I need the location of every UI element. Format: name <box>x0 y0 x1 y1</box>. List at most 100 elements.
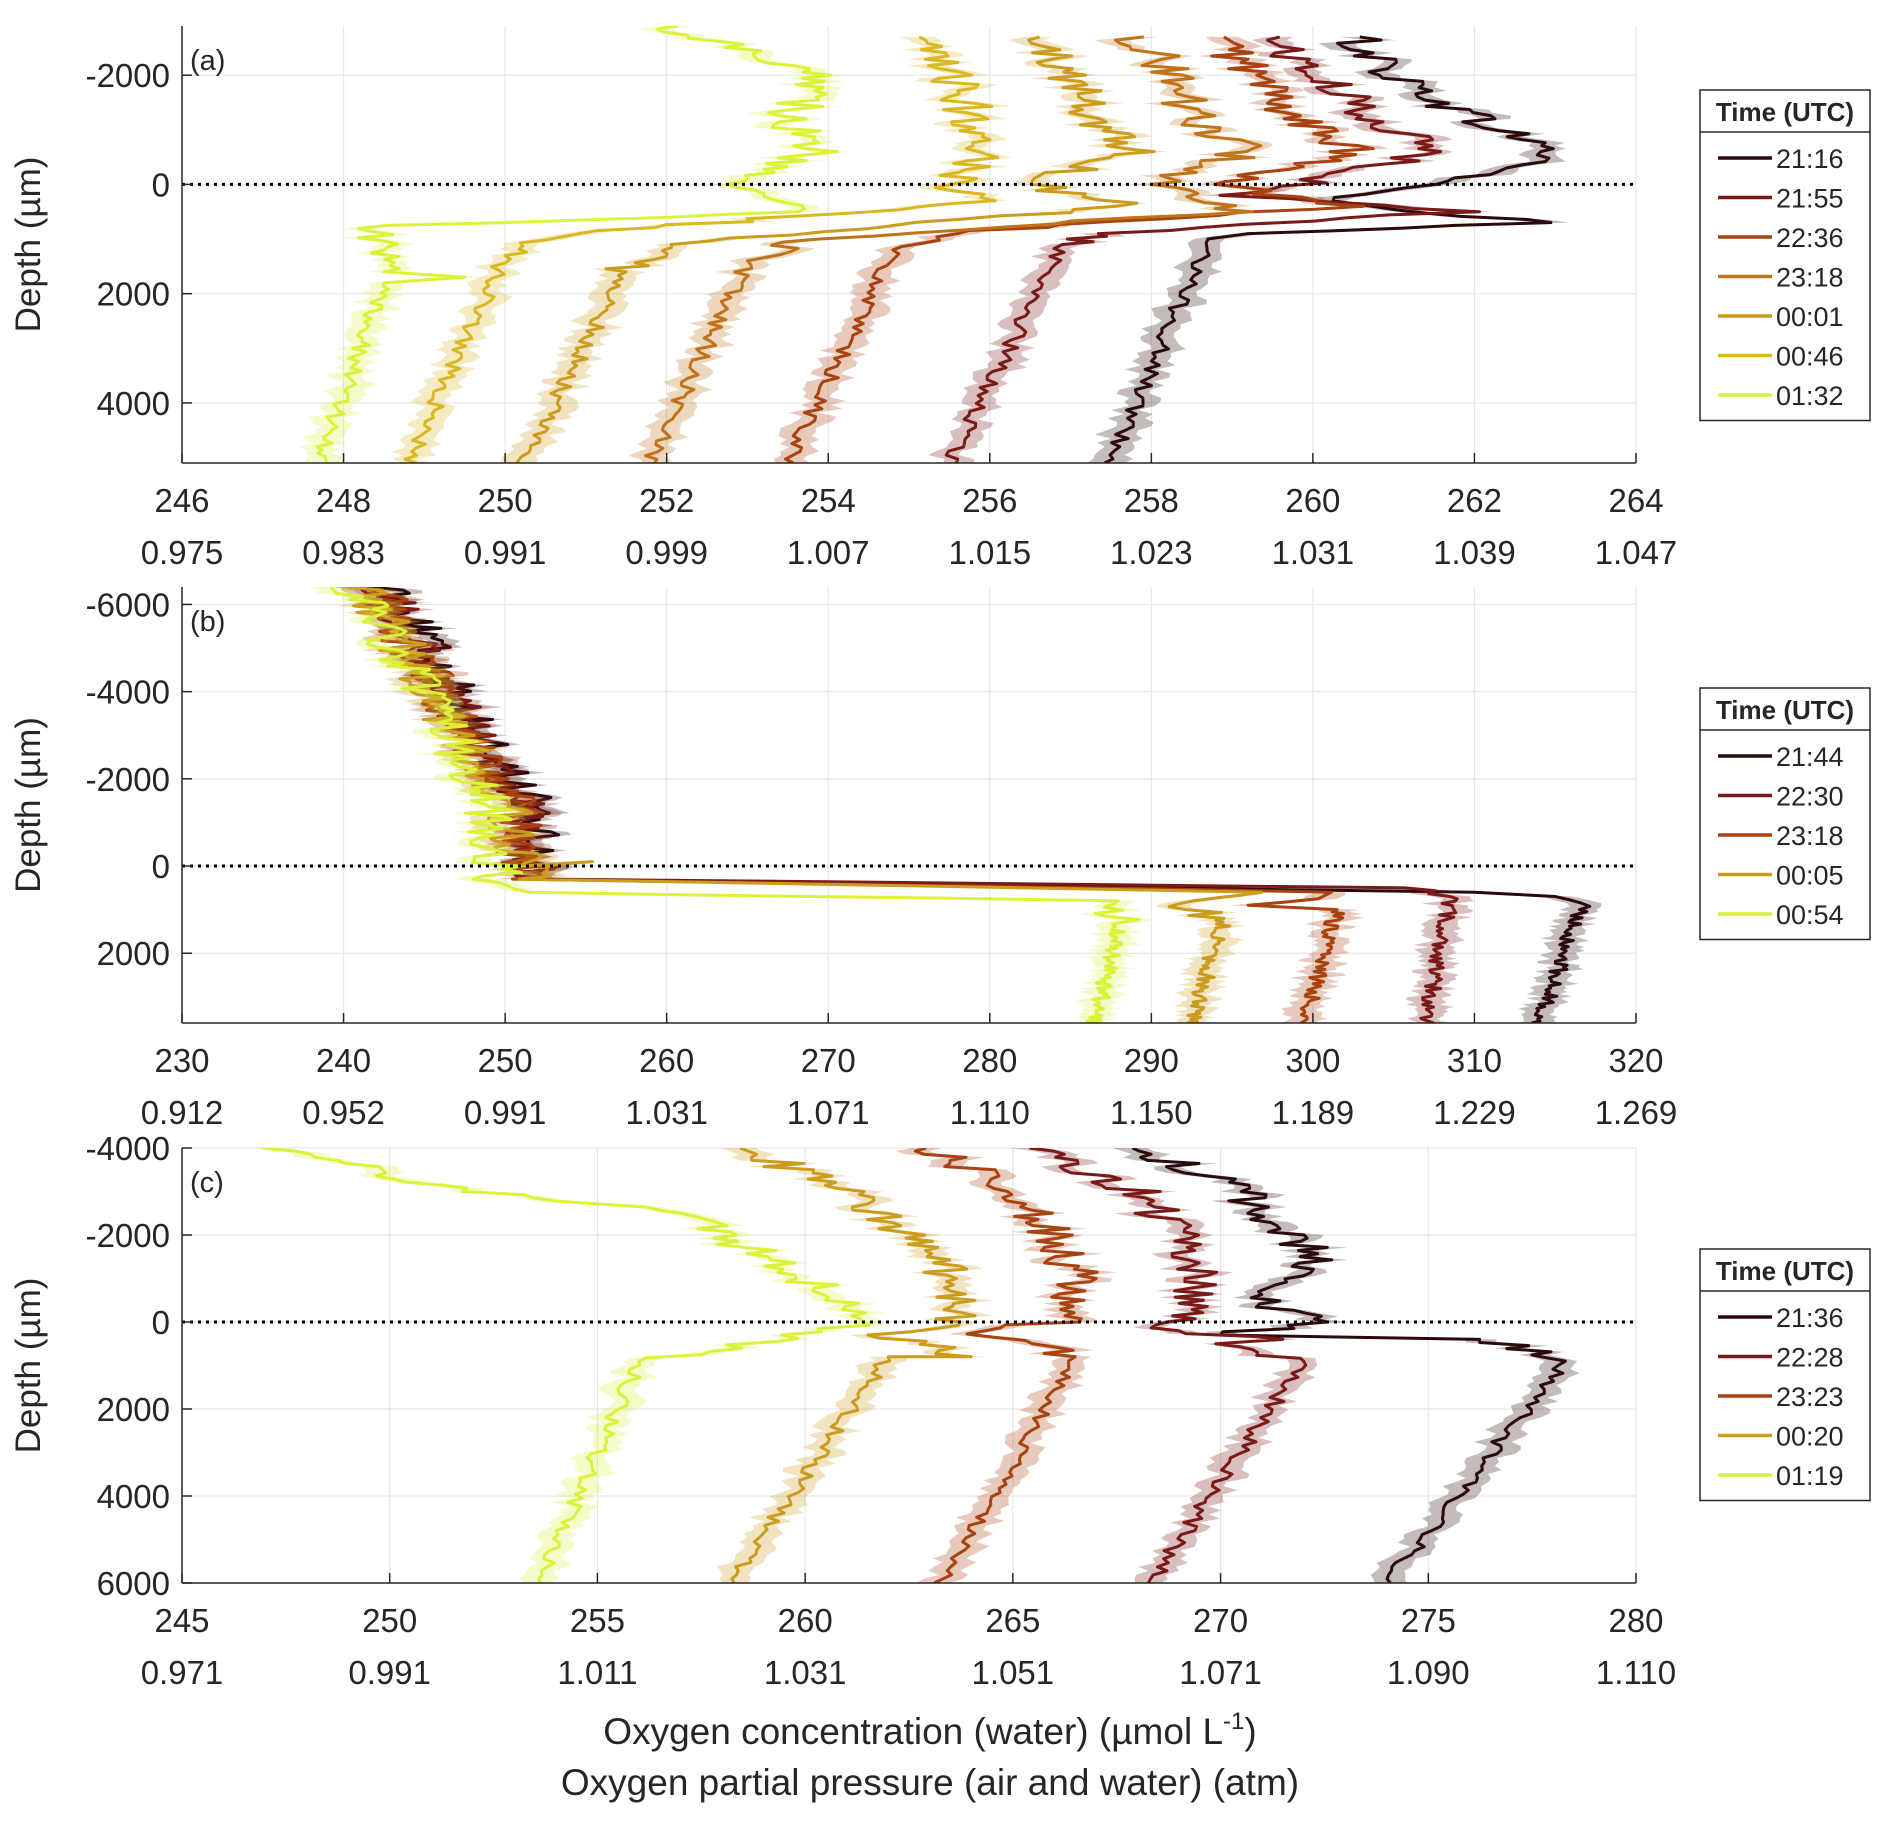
x-tick-label: 320 <box>1608 1042 1663 1079</box>
x-tick-label: 248 <box>316 482 371 519</box>
legend-entry: 21:55 <box>1776 184 1844 214</box>
x2-tick-label: 1.007 <box>787 534 870 571</box>
panel-a-y-label: Depth (µm) <box>9 157 48 333</box>
x2-tick-label: 1.110 <box>1596 1654 1676 1691</box>
x-tick-label: 240 <box>316 1042 371 1079</box>
panel-a-x-ticks: 246 0.975 248 0.983 250 0.991 252 0.999 254 1.007… <box>141 453 1678 571</box>
x-tick-label: 270 <box>801 1042 856 1079</box>
panel-label-b: (b) <box>190 606 225 638</box>
y-tick-label: 2000 <box>97 935 170 972</box>
x-tick-label: 256 <box>962 482 1017 519</box>
y-tick-label: -4000 <box>86 674 170 711</box>
series-band-23:23 <box>895 1148 1117 1583</box>
x-label-concentration: Oxygen concentration (water) (µmol L-1) <box>603 1708 1256 1752</box>
series-line-21:16 <box>1103 35 1555 463</box>
panel-label-a: (a) <box>190 45 225 77</box>
y-tick-label: 4000 <box>97 385 170 422</box>
legend-entry: 00:01 <box>1776 302 1844 332</box>
panel-c-plot <box>250 1148 1580 1583</box>
x2-tick-label: 0.991 <box>464 1094 547 1131</box>
x-tick-label: 275 <box>1401 1602 1456 1639</box>
y-tick-label: -6000 <box>86 586 170 623</box>
x2-tick-label: 1.031 <box>1272 534 1355 571</box>
x2-tick-label: 0.971 <box>141 1654 224 1691</box>
legend-title: Time (UTC) <box>1716 1256 1854 1286</box>
x2-tick-label: 1.071 <box>1179 1654 1262 1691</box>
x-tick-label: 255 <box>570 1602 625 1639</box>
panel-c-legend: Time (UTC) 21:36 22:28 23:23 00:20 01:19 <box>1699 1248 1871 1502</box>
y-tick-label: 6000 <box>97 1565 170 1602</box>
panel-a: 246 0.975 248 0.983 250 0.991 252 0.999 254 1.007… <box>9 26 1871 571</box>
series-line-00:20 <box>730 1148 977 1583</box>
x-tick-label: 260 <box>639 1042 694 1079</box>
x-tick-label: 250 <box>478 1042 533 1079</box>
panel-a-plot <box>298 26 1570 463</box>
x-tick-label: 250 <box>478 482 533 519</box>
y-tick-label: 2000 <box>97 1391 170 1428</box>
legend-entry: 22:28 <box>1776 1343 1844 1373</box>
y-tick-label: -2000 <box>86 57 170 94</box>
x-tick-label: 260 <box>1285 482 1340 519</box>
x-tick-label: 260 <box>778 1602 833 1639</box>
series-line-00:01 <box>515 35 1156 463</box>
legend-title: Time (UTC) <box>1716 97 1854 127</box>
panel-b: 230 0.912 240 0.952 250 0.991 260 1.031 270 1.071… <box>9 586 1871 1131</box>
series-line-23:18 <box>352 587 1346 1023</box>
x2-tick-label: 0.991 <box>464 534 547 571</box>
x-tick-label: 290 <box>1124 1042 1179 1079</box>
series-band-22:28 <box>1009 1148 1318 1583</box>
x2-tick-label: 1.023 <box>1110 534 1193 571</box>
series-band-01:19 <box>250 1148 890 1583</box>
panel-c: 245 0.971 250 0.991 255 1.011 260 1.031 265 1.051… <box>9 1130 1871 1691</box>
x2-tick-label: 1.015 <box>948 534 1031 571</box>
series-band-01:32 <box>298 26 852 463</box>
x-label-concentration-text: Oxygen concentration (water) (µmol L <box>603 1711 1223 1752</box>
panel-c-y-label: Depth (µm) <box>9 1278 48 1454</box>
panel-c-x-ticks: 245 0.971 250 0.991 255 1.011 260 1.031 265 1.051… <box>141 1573 1676 1691</box>
x-tick-label: 280 <box>1608 1602 1663 1639</box>
x2-tick-label: 0.975 <box>141 534 224 571</box>
y-tick-label: 4000 <box>97 1478 170 1515</box>
x-tick-label: 230 <box>154 1042 209 1079</box>
legend-entry: 22:30 <box>1776 782 1844 812</box>
x-label-concentration-sup: -1 <box>1223 1708 1244 1735</box>
legend-entry: 00:54 <box>1776 900 1844 930</box>
series-line-22:36 <box>783 35 1375 463</box>
x-tick-label: 258 <box>1124 482 1179 519</box>
series-band-21:36 <box>1111 1148 1580 1583</box>
series-line-00:54 <box>328 587 1141 1023</box>
panel-a-legend: Time (UTC) 21:16 21:55 22:36 23:18 00:01 00:46… <box>1699 89 1871 422</box>
x2-tick-label: 1.031 <box>625 1094 708 1131</box>
legend-entry: 21:16 <box>1776 144 1844 174</box>
series-line-21:55 <box>944 35 1482 463</box>
series-line-01:32 <box>315 26 839 463</box>
panel-b-x-ticks: 230 0.912 240 0.952 250 0.991 260 1.031 270 1.071… <box>141 1013 1677 1131</box>
x2-tick-label: 1.051 <box>972 1654 1055 1691</box>
x-tick-label: 300 <box>1285 1042 1340 1079</box>
x-tick-label: 254 <box>801 482 856 519</box>
panel-b-y-label: Depth (µm) <box>9 717 48 893</box>
series-line-22:28 <box>1029 1148 1308 1583</box>
series-band-00:20 <box>716 1148 995 1583</box>
series-line-23:23 <box>913 1148 1099 1583</box>
y-tick-label: 2000 <box>97 276 170 313</box>
series-line-00:46 <box>403 35 1000 463</box>
legend-entry: 01:32 <box>1776 381 1844 411</box>
legend-entry: 21:44 <box>1776 742 1844 772</box>
series-band-00:46 <box>391 36 1012 463</box>
x2-tick-label: 0.912 <box>141 1094 224 1131</box>
x2-tick-label: 1.039 <box>1433 534 1516 571</box>
x-tick-label: 252 <box>639 482 694 519</box>
x-tick-label: 246 <box>154 482 209 519</box>
x2-tick-label: 1.047 <box>1595 534 1678 571</box>
x2-tick-label: 1.031 <box>764 1654 847 1691</box>
x2-tick-label: 1.071 <box>787 1094 870 1131</box>
legend-entry: 00:05 <box>1776 861 1844 891</box>
x-tick-label: 250 <box>362 1602 417 1639</box>
series-line-21:36 <box>1131 1148 1567 1583</box>
panel-b-y-ticks: -6000 -4000 -2000 0 2000 <box>86 586 192 972</box>
legend-box <box>1699 89 1871 422</box>
panels: 246 0.975 248 0.983 250 0.991 252 0.999 254 1.007… <box>9 26 1871 1691</box>
panel-c-y-ticks: -4000 -2000 0 2000 4000 6000 <box>86 1130 192 1602</box>
